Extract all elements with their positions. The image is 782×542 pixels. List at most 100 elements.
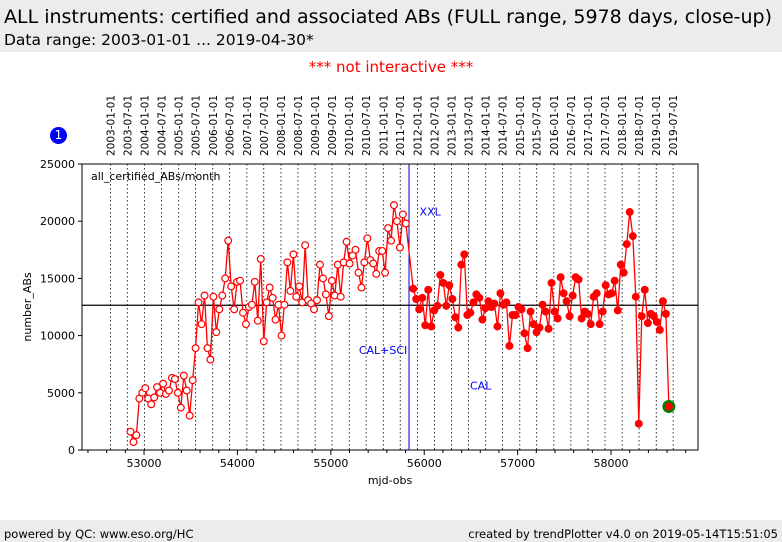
date-label: 2017-01-01 — [583, 95, 595, 156]
data-point — [170, 375, 179, 384]
data-point — [215, 305, 224, 314]
date-label: 2006-01-01 — [208, 95, 220, 156]
y-tick-label: 0 — [68, 444, 75, 457]
data-point — [179, 371, 188, 380]
data-point — [384, 224, 393, 233]
data-point — [505, 341, 514, 350]
data-point — [625, 208, 634, 217]
date-label: 2010-07-01 — [361, 95, 373, 156]
x-tick-label: 56000 — [407, 457, 442, 470]
data-point — [212, 328, 221, 337]
data-point — [469, 298, 478, 307]
date-label: 2019-01-01 — [651, 95, 663, 156]
data-point — [286, 286, 295, 295]
data-point — [173, 388, 182, 397]
x-tick-label: 53000 — [127, 457, 162, 470]
data-point — [568, 291, 577, 300]
date-label: 2007-07-01 — [259, 95, 271, 156]
data-point — [363, 234, 372, 243]
data-point — [342, 237, 351, 246]
data-point — [520, 329, 529, 338]
data-point — [398, 210, 407, 219]
data-point — [336, 292, 345, 301]
annotation: CAL — [470, 379, 492, 392]
data-point — [655, 325, 664, 334]
data-point — [188, 376, 197, 385]
data-point — [265, 283, 274, 292]
data-point — [392, 217, 401, 226]
data-point — [209, 292, 218, 301]
y-tick-label: 10000 — [40, 330, 75, 343]
data-point — [493, 322, 502, 331]
date-label: 2019-07-01 — [668, 95, 680, 156]
data-point — [221, 274, 230, 283]
date-label: 2008-07-01 — [293, 95, 305, 156]
data-point — [200, 291, 209, 300]
data-point — [409, 284, 418, 293]
data-point — [658, 297, 667, 306]
data-point — [643, 319, 652, 328]
data-point — [372, 269, 381, 278]
date-label: 2012-01-01 — [412, 95, 424, 156]
data-point — [129, 437, 138, 446]
data-point — [387, 236, 396, 245]
date-label: 2018-07-01 — [634, 95, 646, 156]
data-point — [664, 402, 673, 411]
data-point — [253, 316, 262, 325]
date-label: 2004-01-01 — [139, 95, 151, 156]
data-point — [556, 273, 565, 282]
data-point — [280, 300, 289, 309]
date-label: 2005-07-01 — [191, 95, 203, 156]
data-point — [310, 305, 319, 314]
data-point — [324, 312, 333, 321]
data-point — [598, 307, 607, 316]
data-point — [176, 403, 185, 412]
data-point — [460, 250, 469, 259]
data-point — [565, 312, 574, 321]
data-point — [197, 320, 206, 329]
data-point — [236, 276, 245, 285]
data-point — [535, 323, 544, 332]
data-point — [637, 312, 646, 321]
data-point — [652, 317, 661, 326]
data-point — [126, 427, 135, 436]
x-axis-label: mjd-obs — [368, 474, 413, 487]
data-point — [283, 258, 292, 267]
data-point — [389, 201, 398, 210]
date-label: 2011-07-01 — [395, 95, 407, 156]
data-point — [132, 431, 141, 440]
data-point — [553, 314, 562, 323]
data-point — [538, 300, 547, 309]
data-point — [442, 301, 451, 310]
data-point — [289, 250, 298, 259]
data-point — [327, 276, 336, 285]
data-point — [607, 289, 616, 298]
plot-frame — [81, 163, 699, 451]
header-bar: ALL instruments: certified and associate… — [0, 0, 782, 52]
data-point — [262, 298, 271, 307]
data-point — [544, 324, 553, 333]
date-label: 2017-07-01 — [600, 95, 612, 156]
date-label: 2003-01-01 — [105, 95, 117, 156]
date-label: 2015-01-01 — [515, 95, 527, 156]
date-label: 2013-07-01 — [464, 95, 476, 156]
footer-powered-by: powered by QC: www.eso.org/HC — [4, 527, 194, 541]
data-point — [574, 275, 583, 284]
data-point — [628, 232, 637, 241]
data-point — [164, 386, 173, 395]
data-point — [378, 246, 387, 255]
data-point — [445, 281, 454, 290]
data-point — [292, 292, 301, 301]
data-point — [550, 307, 559, 316]
y-tick-label: 15000 — [40, 272, 75, 285]
data-point — [424, 285, 433, 294]
date-label: 2008-01-01 — [276, 95, 288, 156]
x-tick-label: 57000 — [500, 457, 535, 470]
date-label: 2003-07-01 — [122, 95, 134, 156]
data-point — [301, 241, 310, 250]
date-label: 2011-01-01 — [378, 95, 390, 156]
date-label: 2013-01-01 — [447, 95, 459, 156]
date-label: 2010-01-01 — [344, 95, 356, 156]
data-range: Data range: 2003-01-01 ... 2019-04-30* — [4, 31, 314, 49]
data-point — [203, 344, 212, 353]
